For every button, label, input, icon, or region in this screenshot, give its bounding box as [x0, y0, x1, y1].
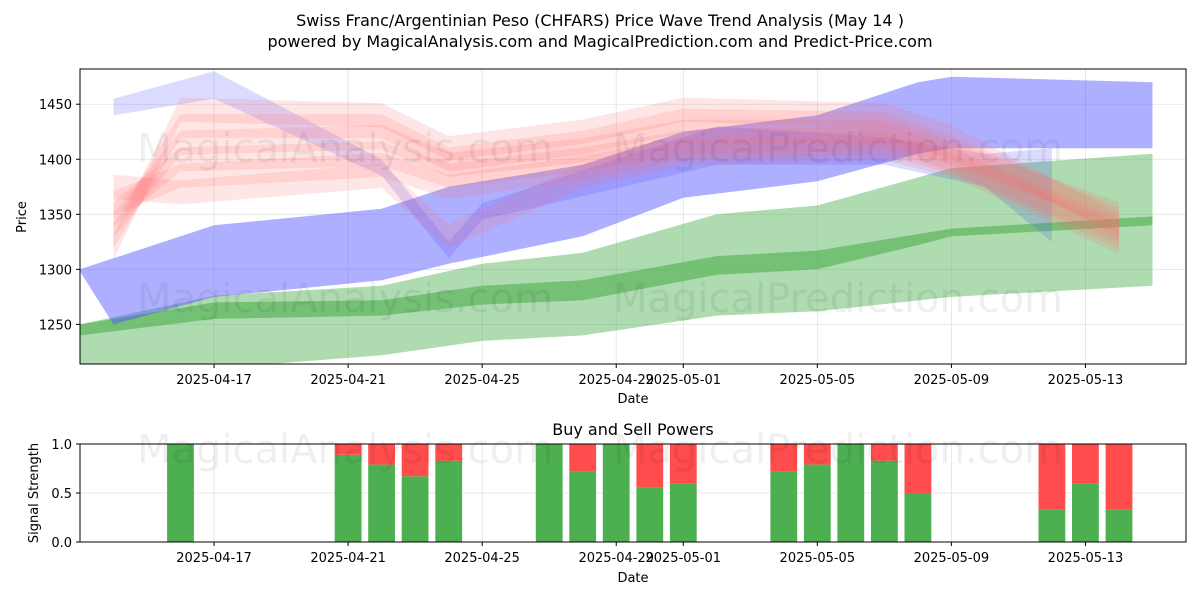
signal-bars	[167, 444, 1133, 542]
sell-bar	[334, 444, 362, 455]
buy-bar	[334, 454, 362, 542]
watermark-analysis-mid: MagicalAnalysis.com	[137, 276, 553, 322]
signal-x-tick-label: 2025-04-25	[444, 551, 520, 566]
buy-sell-powers-chart: Buy and Sell Powers MagicalAnalysis.com …	[27, 420, 1187, 586]
chart-subtitle: powered by MagicalAnalysis.com and Magic…	[267, 32, 932, 51]
sell-bar	[569, 444, 597, 472]
sell-bar	[1072, 444, 1099, 484]
buy-bar	[401, 476, 429, 542]
signal-y-label: Signal Strength	[27, 443, 42, 543]
price-x-tick-label: 2025-04-25	[444, 373, 520, 388]
signal-y-tick-label: 1.0	[51, 438, 72, 453]
red-band	[113, 130, 1119, 249]
price-y-tick-label: 1250	[39, 318, 72, 333]
price-x-tick-label: 2025-05-13	[1048, 373, 1124, 388]
watermark-analysis-top: MagicalAnalysis.com	[137, 126, 553, 172]
buy-bar	[837, 444, 865, 542]
price-x-tick-label: 2025-05-05	[780, 373, 856, 388]
buy-sell-title: Buy and Sell Powers	[552, 420, 714, 439]
buy-bar	[904, 493, 932, 542]
watermark-prediction-bottom: MagicalPrediction.com	[613, 427, 1063, 473]
red-band	[113, 119, 1119, 238]
buy-bar	[435, 460, 463, 542]
signal-x-tick-label: 2025-05-09	[914, 551, 990, 566]
price-plot-frame	[79, 68, 1187, 365]
buy-bar	[1072, 483, 1099, 542]
sell-bar	[1038, 444, 1066, 510]
watermark-prediction-top: MagicalPrediction.com	[613, 126, 1063, 172]
watermark-analysis-bottom: MagicalAnalysis.com	[137, 427, 553, 473]
buy-bar	[569, 471, 597, 542]
price-x-tick-label: 2025-04-21	[310, 373, 386, 388]
buy-bar	[871, 460, 898, 542]
signal-y-tick-label: 0.0	[51, 536, 72, 551]
signal-x-tick-label: 2025-04-17	[176, 551, 252, 566]
price-wave-chart: MagicalAnalysis.com MagicalPrediction.co…	[15, 68, 1187, 407]
sell-bar	[904, 444, 932, 493]
buy-bar	[803, 464, 831, 542]
price-grid	[80, 69, 1186, 364]
sell-bar	[669, 444, 697, 484]
price-y-tick-label: 1300	[39, 263, 72, 278]
red-band	[113, 136, 1119, 254]
buy-bar	[1105, 509, 1133, 542]
price-x-tick-label: 2025-05-01	[645, 373, 721, 388]
chart-title: Swiss Franc/Argentinian Peso (CHFARS) Pr…	[296, 11, 904, 30]
signal-x-tick-label: 2025-04-21	[310, 551, 386, 566]
buy-bar	[636, 487, 664, 542]
price-y-tick-label: 1450	[39, 98, 72, 113]
price-y-label: Price	[15, 201, 30, 233]
watermark-prediction-mid: MagicalPrediction.com	[613, 276, 1063, 322]
signal-x-tick-label: 2025-04-29	[578, 551, 654, 566]
price-x-tick-label: 2025-04-17	[176, 373, 252, 388]
buy-bar	[770, 471, 798, 542]
price-x-tick-label: 2025-05-09	[914, 373, 990, 388]
price-y-tick-label: 1350	[39, 208, 72, 223]
red-band	[113, 125, 1119, 243]
buy-bar	[602, 444, 630, 542]
signal-x-tick-label: 2025-05-05	[780, 551, 856, 566]
price-y-tick-label: 1400	[39, 153, 72, 168]
sell-bar	[803, 444, 831, 465]
signal-x-tick-label: 2025-05-01	[645, 551, 721, 566]
buy-bar	[535, 444, 563, 542]
signal-x-tick-label: 2025-05-13	[1048, 551, 1124, 566]
sell-bar	[636, 444, 664, 488]
signal-y-tick-label: 0.5	[51, 487, 72, 502]
sell-bar	[871, 444, 898, 461]
green-inner-band	[80, 216, 1153, 336]
price-x-tick-label: 2025-04-29	[578, 373, 654, 388]
price-x-label: Date	[617, 392, 648, 407]
sell-bar	[1105, 444, 1133, 510]
red-band	[113, 97, 1119, 260]
red-band	[113, 108, 1119, 249]
buy-bar	[368, 464, 395, 542]
signal-axis-ticks: 2025-04-17 2025-04-21 2025-04-25 2025-04-29…	[51, 438, 1123, 566]
buy-bar	[1038, 509, 1066, 542]
blue-band	[80, 76, 1153, 325]
sell-bar	[435, 444, 463, 461]
blue-secondary-band	[113, 71, 1052, 259]
price-axis-ticks: 2025-04-17 2025-04-21 2025-04-25 2025-04-29…	[39, 98, 1123, 388]
buy-bar	[669, 483, 697, 542]
sell-bar	[770, 444, 798, 472]
signal-x-label: Date	[617, 571, 648, 586]
price-bands	[80, 71, 1153, 364]
buy-bar	[167, 444, 194, 542]
sell-bar	[401, 444, 429, 477]
sell-bar	[368, 444, 395, 465]
